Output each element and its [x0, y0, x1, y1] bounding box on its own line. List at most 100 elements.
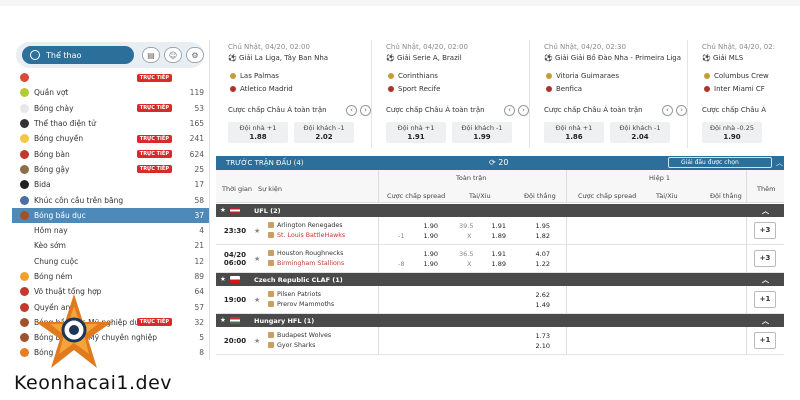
favorite-star-icon[interactable]: ★ [254, 227, 261, 235]
league-header[interactable]: ★ UFL (2) ︿ [216, 204, 784, 217]
total-over-odd[interactable]: 1.91 [491, 250, 506, 258]
more-markets-button[interactable]: +3 [754, 250, 776, 267]
team-crest-icon [268, 342, 274, 348]
away-odds-button[interactable]: Đội khách -1 2.04 [610, 122, 670, 143]
match-card[interactable]: Chủ Nhật, 04/20, 02: ⚽ Giải MLS Columbus C… [694, 40, 790, 148]
sidebar-item[interactable]: Khúc côn cầu trên băng 58 [12, 192, 209, 207]
win-away-odd[interactable]: 2.10 [535, 342, 550, 350]
match-clock: 06:00 [223, 259, 247, 267]
star-icon[interactable]: ★ [220, 206, 226, 214]
star-icon[interactable]: ★ [220, 275, 226, 283]
match-card[interactable]: Chủ Nhật, 04/20, 02:00 ⚽ Giải La Liga, Tâ… [220, 40, 372, 148]
sidebar-item[interactable]: Bida 17 [12, 177, 209, 192]
sidebar-subitem[interactable]: Kèo sớm 21 [12, 238, 209, 253]
total-under-odd[interactable]: 1.89 [491, 260, 506, 268]
spread-away-odd[interactable]: 1.90 [423, 260, 438, 268]
card-market: Cược chấp Châu Á toàn trận [228, 106, 327, 114]
favorite-star-icon[interactable]: ★ [254, 337, 261, 345]
win-away-odd[interactable]: 1.49 [535, 301, 550, 309]
sidebar-item[interactable]: Quyền anh 57 [12, 299, 209, 314]
chevron-left-icon[interactable]: ‹ [346, 105, 357, 116]
sports-home-button[interactable]: Thể thao [22, 46, 134, 64]
live-badge: TRỰC TIẾP [136, 134, 172, 143]
win-away-odd[interactable]: 1.22 [535, 260, 550, 268]
card-away-name: Inter Miami CF [714, 85, 765, 93]
home-odds-button[interactable]: Đội nhà +1 1.88 [228, 122, 288, 143]
sidebar-item[interactable]: Bóng bàn TRỰC TIẾP 624 [12, 146, 209, 161]
home-team-name: Budapest Wolves [277, 332, 332, 339]
sidebar-item[interactable]: Bóng ném 89 [12, 269, 209, 284]
soccer-ball-icon: ⚽ [544, 54, 555, 62]
away-odds-button[interactable]: Đội khách -1 2.02 [294, 122, 354, 143]
chevron-left-icon[interactable]: ‹ [662, 105, 673, 116]
chevron-right-icon[interactable]: › [518, 105, 529, 116]
settings-icon[interactable]: ⚙ [186, 47, 204, 63]
spread-away-odd[interactable]: 1.90 [423, 232, 438, 240]
odds-label: Đội nhà +1 [239, 124, 277, 132]
chevron-left-icon[interactable]: ‹ [504, 105, 515, 116]
favorite-star-icon[interactable]: ★ [254, 255, 261, 263]
match-card[interactable]: Chủ Nhật, 04/20, 02:30 ⚽ Giải Giải Bồ Đào… [536, 40, 688, 148]
window-top [0, 0, 800, 6]
favorite-star-icon[interactable]: ★ [254, 296, 261, 304]
away-odds-button[interactable]: Đội khách -1 1.99 [452, 122, 512, 143]
collapse-icon[interactable]: ︿ [762, 317, 769, 325]
league-header[interactable]: ★ Czech Republic CLAF (1) ︿ [216, 273, 784, 286]
sidebar-subitem[interactable]: Hôm nay 4 [12, 223, 209, 238]
home-odds-button[interactable]: Đội nhà +1 1.86 [544, 122, 604, 143]
league-header[interactable]: ★ Hungary HFL (1) ︿ [216, 314, 784, 327]
match-card[interactable]: Chủ Nhật, 04/20, 02:00 ⚽ Giải Serie A, Br… [378, 40, 530, 148]
prematch-title[interactable]: TRƯỚC TRẬN ĐẤU (4) [226, 159, 304, 167]
collapse-icon[interactable]: ︿ [762, 276, 769, 284]
sidebar-item[interactable]: Võ thuật tổng hợp 64 [12, 284, 209, 299]
win-home-odd[interactable]: 1.73 [535, 332, 550, 340]
match-row: 23:30 ★ Arlington Renegades St. Louis Battl… [216, 217, 784, 245]
home-odds-button[interactable]: Đội nhà -0.25 1.90 [702, 122, 762, 143]
more-markets-button[interactable]: +1 [754, 291, 776, 308]
home-odds-button[interactable]: Đội nhà +1 1.91 [386, 122, 446, 143]
win-home-odd[interactable]: 4.07 [535, 250, 550, 258]
card-home-team: Las Palmas [230, 72, 279, 80]
sidebar-item[interactable]: Bóng chuyền TRỰC TIẾP 241 [12, 131, 209, 146]
sidebar-item[interactable]: TRỰC TIẾP [12, 70, 209, 85]
sidebar-subitem[interactable]: Chung cuộc 12 [12, 254, 209, 269]
star-icon[interactable]: ★ [220, 316, 226, 324]
sidebar-item-label: Chung cuộc [34, 256, 79, 266]
total-under-odd[interactable]: 1.89 [491, 232, 506, 240]
total-under-label: X [467, 232, 472, 240]
sidebar-item[interactable]: Bóng bầu dục Mỹ chuyên nghiệp 5 [12, 330, 209, 345]
more-markets-button[interactable]: +1 [754, 332, 776, 349]
total-over-odd[interactable]: 1.91 [491, 222, 506, 230]
sidebar-item[interactable]: Bóng chày TRỰC TIẾP 53 [12, 101, 209, 116]
user-icon[interactable]: ☺ [164, 47, 182, 63]
win-away-odd[interactable]: 1.82 [535, 232, 550, 240]
card-away-name: Benfica [556, 85, 583, 93]
sidebar-item[interactable]: Thể thao điện tử 165 [12, 116, 209, 131]
sidebar-item[interactable]: Bóng gậy TRỰC TIẾP 25 [12, 162, 209, 177]
home-team: Arlington Renegades [268, 222, 343, 229]
match-time: 19:00 [222, 296, 248, 304]
spread-home-odd[interactable]: 1.90 [423, 222, 438, 230]
selected-leagues-button[interactable]: Giải đấu được chọn [668, 157, 772, 168]
win-home-odd[interactable]: 1.95 [535, 222, 550, 230]
collapse-icon[interactable]: ︿ [776, 159, 783, 167]
card-date: Chủ Nhật, 04/20, 02:00 [386, 43, 468, 51]
refresh-icon: ⟳ [489, 158, 499, 167]
sidebar-item[interactable]: Bóng rổ 8 [12, 345, 209, 360]
sidebar-item[interactable]: Bóng bầu dục 37 [12, 207, 209, 223]
spread-home-odd[interactable]: 1.90 [423, 250, 438, 258]
betslip-icon[interactable]: ▤ [142, 47, 160, 63]
more-markets-button[interactable]: +3 [754, 222, 776, 239]
win-home-odd[interactable]: 2.62 [535, 291, 550, 299]
card-league: ⚽ Giải MLS [702, 54, 743, 62]
odds-label: Đội nhà -0.25 [710, 124, 754, 132]
total-under-label: X [467, 260, 472, 268]
team-crest-icon [230, 86, 236, 92]
collapse-icon[interactable]: ︿ [762, 207, 769, 215]
sidebar-item-count: 624 [189, 149, 204, 159]
chevron-right-icon[interactable]: › [360, 105, 371, 116]
chevron-right-icon[interactable]: › [676, 105, 687, 116]
sidebar-item[interactable]: Quần vợt 119 [12, 85, 209, 100]
refresh-button[interactable]: ⟳ 20 [489, 158, 508, 167]
globe-icon [30, 50, 40, 60]
